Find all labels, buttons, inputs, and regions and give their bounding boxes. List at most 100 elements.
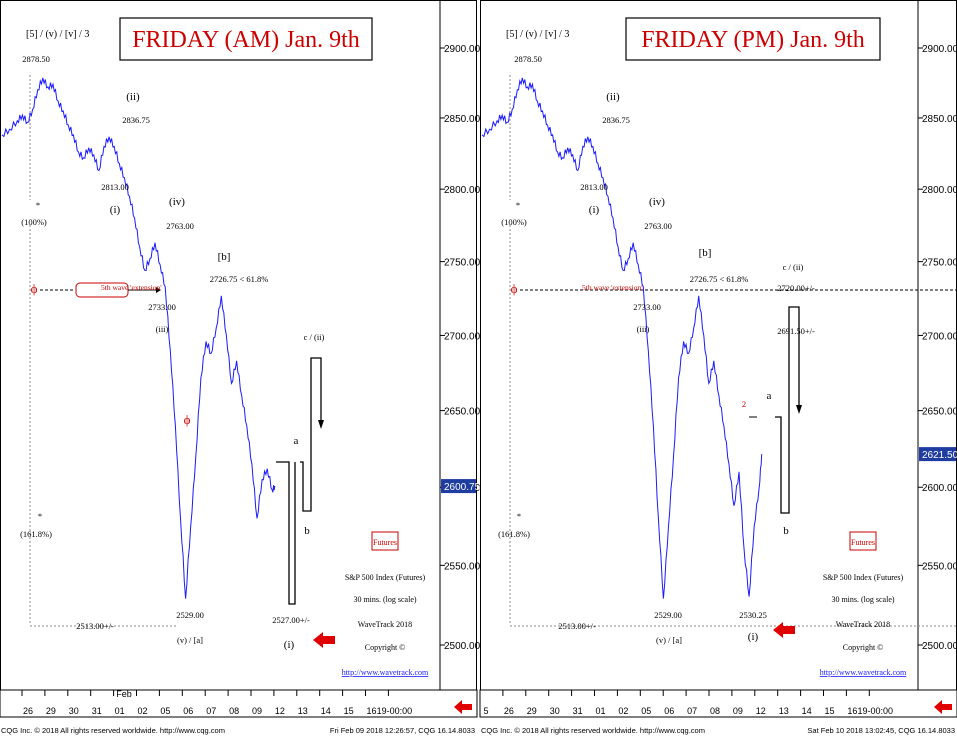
wave-label: 2763.00 — [644, 221, 672, 231]
current-price-label: 2600.75 — [444, 482, 481, 493]
wave-label: 2836.75 — [122, 115, 150, 125]
current-price-badge — [441, 479, 476, 494]
date-tick-label: 31 — [92, 706, 102, 716]
date-tick-label: 29 — [527, 706, 537, 716]
header-wave-labels: [5] / (v) / [v] / 3 — [26, 29, 89, 40]
date-tick-label: 02 — [137, 706, 147, 716]
price-tick-label: 2600.00 — [922, 483, 957, 494]
month-label: Feb — [116, 689, 132, 699]
wave-label: 5th wave 'extension' — [582, 283, 643, 292]
date-tick-label: 19-00:00 — [858, 706, 894, 716]
price-tick-label: 2800.00 — [922, 185, 957, 196]
date-tick-label: 01 — [115, 706, 125, 716]
price-tick-label: 2650.00 — [922, 407, 957, 418]
info-block: Futures S&P 500 Index (Futures) 30 mins. (… — [820, 531, 907, 677]
wave-label: 2 — [742, 399, 746, 409]
wave-label: 2813.00 — [101, 182, 129, 192]
wave-label: (iv) — [169, 196, 185, 208]
date-tick-label: 13 — [298, 706, 308, 716]
website-link[interactable]: http://www.wavetrack.com — [342, 668, 429, 677]
current-price-badge — [919, 447, 956, 462]
current-price-label: 2621.50 — [922, 450, 957, 461]
date-tick-label: 31 — [573, 706, 583, 716]
wave-label: * — [517, 511, 521, 521]
price-tick-label: 2800.00 — [444, 185, 481, 196]
title-frame — [119, 17, 373, 61]
price-tick-label: 2750.00 — [444, 258, 481, 269]
fib-phi-marker: ϕ — [511, 281, 518, 296]
date-tick-label: 30 — [69, 706, 79, 716]
price-tick-label: 2750.00 — [922, 258, 957, 269]
wave-label: 2733.00 — [633, 302, 661, 312]
date-tick-label: 06 — [664, 706, 674, 716]
date-tick-label: 15 — [824, 706, 834, 716]
date-tick-label: 07 — [687, 706, 697, 716]
date-tick-label: 07 — [206, 706, 216, 716]
source-label: WaveTrack 2018 — [836, 620, 890, 629]
wave-label: 2763.00 — [166, 221, 194, 231]
date-axis-strip — [0, 689, 478, 718]
title-frame — [625, 17, 881, 61]
date-tick-label: 26 — [23, 706, 33, 716]
wave-label: 5th wave 'extension' — [101, 283, 162, 292]
wave-label: * — [38, 511, 42, 521]
fib-phi-marker-2: ϕ — [184, 412, 191, 427]
red-arrow-icon — [313, 632, 335, 648]
wave-label: * — [36, 200, 40, 210]
wave-label: 2720.00+/- — [777, 283, 815, 293]
date-tick-label: 01 — [595, 706, 605, 716]
wave-label: [b] — [218, 251, 231, 263]
wave-label: 2530.25 — [739, 610, 767, 620]
price-tick-label: 2500.00 — [922, 641, 957, 652]
wave-label: 2513.00+/- — [76, 621, 114, 631]
wave-label: (100%) — [501, 217, 527, 227]
date-tick-label: 16 — [366, 706, 376, 716]
interval-label: 30 mins. (log scale) — [353, 595, 416, 604]
chart-title: FRIDAY (AM) Jan. 9th — [132, 27, 360, 53]
wave-label: * — [516, 200, 520, 210]
footer-timestamp: Sat Feb 10 2018 13:02:45, CQG 16.14.8033 — [807, 726, 955, 735]
wave-label: (100%) — [21, 217, 47, 227]
price-tick-label: 2700.00 — [444, 331, 481, 342]
wave-label: (v) / [a] — [656, 635, 682, 645]
wave-label: (v) / [a] — [177, 635, 203, 645]
wave-label: 2813.00 — [580, 182, 608, 192]
website-link[interactable]: http://www.wavetrack.com — [820, 668, 907, 677]
date-tick-label: 12 — [756, 706, 766, 716]
futures-badge-label: Futures — [851, 538, 875, 547]
date-tick-label: 08 — [710, 706, 720, 716]
price-tick-label: 2900.00 — [922, 44, 957, 55]
date-axis-strip — [479, 689, 957, 718]
wave-label: 2529.00 — [654, 610, 682, 620]
date-tick-label: 09 — [733, 706, 743, 716]
title-box: FRIDAY (AM) Jan. 9th — [119, 17, 373, 61]
wave-label: (i) — [589, 204, 600, 216]
price-tick-label: 2850.00 — [444, 114, 481, 125]
price-tick-label: 2700.00 — [922, 331, 957, 342]
info-block: Futures S&P 500 Index (Futures) 30 mins. (… — [342, 531, 429, 677]
date-tick-label: 15 — [344, 706, 354, 716]
projection-arrowhead — [318, 420, 324, 429]
index-name: S&P 500 Index (Futures) — [823, 573, 904, 582]
panel-am: 2900.00 2850.00 2800.00 2750.00 2700.00 2650.… — [0, 0, 481, 735]
wave-label: (ii) — [126, 91, 140, 103]
date-tick-label: 14 — [802, 706, 812, 716]
wave-label: 2513.00+/- — [558, 621, 596, 631]
wave-label: 2878.50 — [514, 54, 542, 64]
footer-copyright: CQG Inc. © 2018 All rights reserved worl… — [1, 726, 225, 735]
price-series-line — [481, 77, 763, 599]
price-tick-label: 2900.00 — [444, 44, 481, 55]
wave-label: b — [304, 525, 310, 537]
footer-copyright: CQG Inc. © 2018 All rights reserved worl… — [481, 726, 705, 735]
wave-label: a — [294, 435, 299, 447]
date-tick-label: 05 — [641, 706, 651, 716]
wave-label: (iii) — [637, 324, 650, 334]
date-tick-label: 06 — [183, 706, 193, 716]
copyright-label: Copyright © — [365, 643, 406, 652]
panel-pm: 2900.00 2850.00 2800.00 2750.00 2700.00 2650.… — [479, 0, 957, 735]
price-tick-label: 2550.00 — [922, 561, 957, 572]
wave-label: (i) — [284, 639, 295, 651]
panel-frame — [480, 0, 957, 691]
scroll-left-icon — [934, 700, 952, 714]
wave-label: c / (ii) — [304, 332, 325, 342]
